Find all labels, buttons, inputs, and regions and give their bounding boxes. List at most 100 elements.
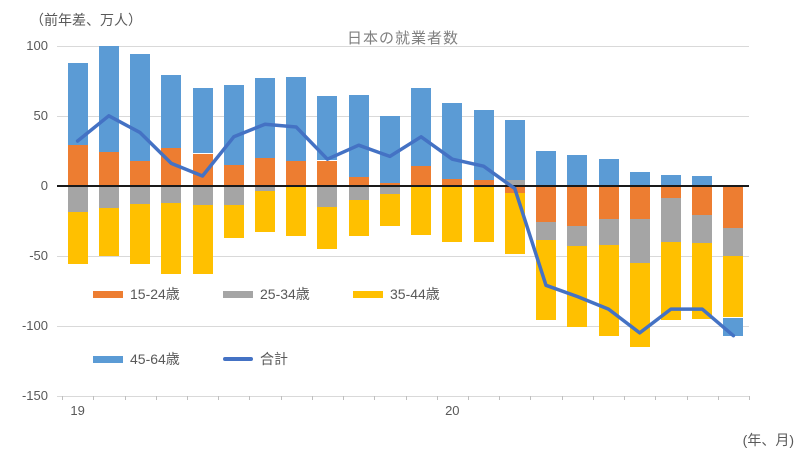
bar-segment-15-24歳-19/3: [130, 160, 151, 186]
y-axis-tick-label: -50: [29, 247, 48, 263]
bar-segment-15-24歳-20/10: [723, 185, 744, 228]
y-axis-tick-label: 0: [40, 177, 48, 193]
bar-segment-15-24歳-19/4: [161, 148, 182, 186]
bar-segment-15-24歳-19/9: [317, 160, 338, 186]
bar-segment-15-24歳-19/5: [192, 153, 213, 186]
bar-segment-35-44歳-19/5: [192, 205, 213, 274]
bar-segment-35-44歳-20/3: [504, 192, 525, 255]
x-axis-tick: [93, 396, 95, 400]
x-axis-tick: [218, 396, 220, 400]
bar-segment-25-34歳-19/10: [348, 185, 369, 200]
y-axis-tick-label: 100: [26, 37, 48, 53]
legend-label-45-64: 45-64歳: [130, 351, 180, 367]
y-axis-tick-label: 50: [33, 107, 48, 123]
bar-segment-15-24歳-20/7: [629, 185, 650, 220]
bar-segment-35-44歳-19/1: [67, 212, 88, 265]
legend-swatch-25-34-icon: [223, 290, 253, 298]
chart-title: 日本の就業者数: [346, 30, 459, 47]
legend-swatch-45-64-icon: [93, 355, 123, 363]
bar-segment-15-24歳-19/8: [286, 160, 307, 186]
bar-segment-35-44歳-20/4: [536, 240, 556, 321]
bar-segment-35-44歳-19/12: [411, 185, 432, 235]
bar-segment-45-64歳-19/7: [255, 77, 275, 158]
bar-segment-35-44歳-19/2: [98, 208, 119, 256]
bar-segment-45-64歳-20/10: [723, 317, 744, 336]
legend-label-35-44: 35-44歳: [390, 286, 440, 302]
legend-item-45-64: 45-64歳: [93, 351, 180, 367]
bar-segment-15-24歳-19/7: [255, 157, 275, 186]
bar-segment-25-34歳-19/9: [317, 185, 338, 207]
x-axis-year-label: 20: [445, 403, 460, 418]
legend-line-swatch-total-icon: [223, 357, 253, 361]
bar-segment-45-64歳-20/6: [598, 159, 619, 186]
bar-segment-45-64歳-20/7: [629, 171, 650, 186]
bar-segment-45-64歳-19/10: [348, 94, 369, 178]
x-axis-tick: [311, 396, 313, 400]
bar-segment-45-64歳-19/3: [130, 54, 151, 161]
bar-segment-25-34歳-19/3: [130, 185, 151, 204]
bar-segment-25-34歳-19/1: [67, 185, 88, 213]
bar-segment-35-44歳-20/1: [442, 185, 463, 242]
bar-segment-45-64歳-19/12: [411, 87, 432, 167]
bar-segment-45-64歳-19/6: [223, 84, 244, 165]
bar-segment-45-64歳-19/4: [161, 75, 182, 148]
bar-segment-25-34歳-19/4: [161, 185, 182, 203]
bar-segment-35-44歳-19/3: [130, 204, 151, 265]
bar-segment-35-44歳-19/8: [286, 185, 307, 237]
x-axis-tick: [436, 396, 438, 400]
x-axis-tick: [717, 396, 719, 400]
bar-segment-35-44歳-19/7: [255, 191, 275, 232]
y-axis-tick-label: -150: [21, 388, 48, 403]
x-axis-tick: [530, 396, 532, 400]
x-axis-tick: [468, 396, 469, 400]
bar-segment-35-44歳-19/10: [348, 199, 369, 237]
bar-segment-45-64歳-19/2: [98, 45, 119, 153]
bar-segment-25-34歳-20/8: [660, 198, 681, 242]
bar-segment-35-44歳-19/4: [161, 202, 182, 275]
legend-item-35-44: 35-44歳: [353, 286, 440, 302]
bar-segment-35-44歳-20/10: [723, 255, 744, 318]
bar-segment-15-24歳-20/5: [567, 185, 588, 227]
bar-segment-25-34歳-19/5: [192, 185, 213, 206]
x-axis-tick: [249, 396, 251, 400]
zero-axis-line: [57, 184, 749, 187]
x-axis-year-label: 19: [70, 403, 85, 418]
bar-segment-45-64歳-20/1: [442, 103, 463, 179]
bar-segment-35-44歳-20/6: [598, 244, 619, 336]
bar-segment-45-64歳-20/4: [536, 150, 556, 186]
bar-segment-35-44歳-20/7: [629, 262, 650, 347]
bar-segment-15-24歳-20/8: [660, 185, 681, 199]
x-axis-tick: [686, 396, 688, 400]
x-axis-unit-label: (年、月): [742, 432, 794, 448]
gridline: [57, 45, 749, 47]
bar-segment-15-24歳-20/3: [504, 185, 525, 193]
legend-swatch-35-44-icon: [353, 290, 383, 298]
x-axis-tick: [155, 396, 157, 400]
bar-segment-45-64歳-19/1: [67, 62, 88, 146]
bar-segment-15-24歳-20/4: [536, 185, 556, 223]
x-axis-tick: [655, 396, 657, 400]
x-axis-tick: [592, 396, 594, 400]
legend-label-total: 合計: [260, 351, 288, 367]
bar-segment-45-64歳-19/9: [317, 96, 338, 161]
bar-segment-25-34歳-20/10: [723, 227, 744, 256]
bar-segment-35-44歳-19/11: [379, 194, 400, 227]
bar-segment-25-34歳-20/4: [536, 222, 556, 241]
bar-segment-15-24歳-19/6: [223, 164, 244, 186]
bar-segment-35-44歳-19/9: [317, 206, 338, 249]
bar-segment-35-44歳-20/9: [692, 243, 713, 319]
bar-segment-45-64歳-20/3: [504, 120, 525, 181]
x-axis-tick: [499, 396, 501, 400]
bar-segment-25-34歳-20/6: [598, 219, 619, 245]
y-axis-unit-label: （前年差、万人）: [30, 12, 142, 28]
x-axis-tick: [374, 396, 376, 400]
x-axis-tick: [405, 396, 407, 400]
legend-item-total: 合計: [223, 351, 288, 367]
y-axis-tick-label: -100: [21, 317, 48, 333]
x-axis-tick: [280, 396, 282, 400]
bar-segment-45-64歳-19/5: [192, 87, 213, 154]
bar-segment-25-34歳-20/5: [567, 226, 588, 246]
bar-segment-15-24歳-20/9: [692, 185, 713, 216]
x-axis-tick: [186, 396, 188, 400]
